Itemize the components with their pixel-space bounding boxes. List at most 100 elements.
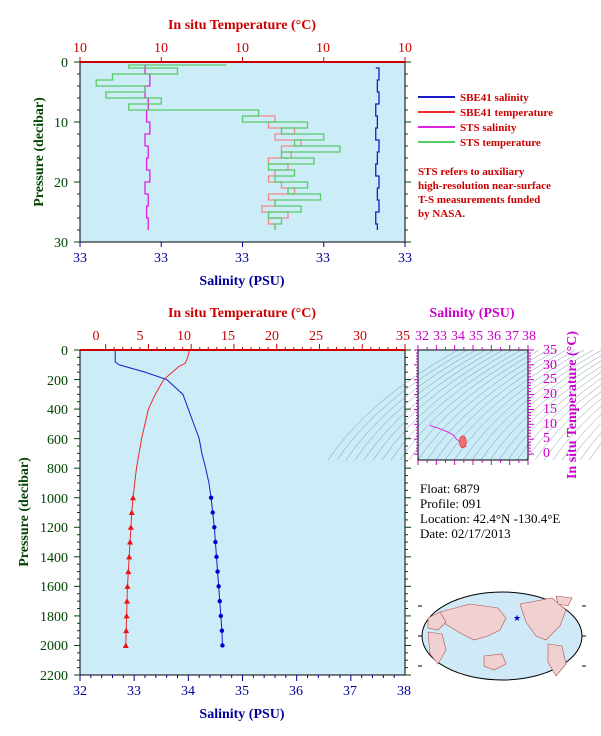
main-chart-left-tick-label: 1000 (40, 492, 68, 507)
ts-chart-series (429, 424, 467, 449)
ts-chart-density-contour (507, 372, 601, 461)
ts-chart-density-contour (498, 366, 601, 461)
main-series-temperature-marker (122, 642, 129, 648)
main-chart-top-tick-label: 10 (177, 329, 191, 344)
main-series-salinity-marker (220, 643, 225, 648)
main-chart-left-tick-label: 2200 (40, 669, 68, 684)
ts-chart-density-contour (417, 349, 549, 461)
ts-chart-density-contour (444, 349, 576, 461)
ts-chart-top-tick-label: 34 (451, 329, 465, 344)
legend-note-line: by NASA. (418, 208, 465, 220)
top-chart-bottom-tick-label: 33 (154, 251, 168, 266)
ts-chart-density-contour (561, 414, 601, 461)
ts-chart-density-contour (390, 349, 522, 461)
main-chart-bottom-tick-label: 36 (289, 684, 303, 699)
top-chart-left-tick-label: 30 (54, 236, 68, 251)
top-chart-top-axis-title: In situ Temperature (°C) (168, 18, 316, 33)
world-map-land-greenland (555, 595, 573, 607)
main-chart-top-tick-label: 20 (265, 329, 279, 344)
world-map-land-north-america (519, 597, 567, 641)
legend-label-sts-temperature: STS temperature (460, 137, 541, 149)
main-chart-bottom-tick-label: 38 (397, 684, 411, 699)
float-location-marker: ★ (513, 613, 521, 623)
ts-chart-density-contour (534, 391, 601, 461)
ts-chart-top-tick-label: 35 (469, 329, 483, 344)
top-chart-top-tick-label: 10 (154, 41, 168, 56)
main-series-temperature-marker (130, 494, 137, 501)
ts-chart-right-tick-label: 25 (543, 372, 557, 387)
world-map-land-europe (427, 611, 447, 631)
top-chart-bottom-tick-label: 33 (235, 251, 249, 266)
main-chart-top-tick-label: 30 (353, 329, 367, 344)
main-series-salinity-marker (213, 539, 218, 545)
legend-label-sbe41-temperature: SBE41 temperature (460, 107, 553, 119)
ts-chart-density-contour (327, 349, 459, 461)
main-series-salinity-marker (217, 598, 222, 604)
main-chart-left-tick-label: 1200 (40, 521, 68, 536)
ts-chart-density-contour (471, 350, 601, 461)
main-series-salinity-marker (214, 554, 219, 560)
main-series-salinity-marker (216, 584, 221, 589)
legend: SBE41 salinity SBE41 temperature STS sal… (418, 92, 553, 220)
main-series-temperature-marker (123, 612, 130, 619)
main-chart-top-axis-title: In situ Temperature (°C) (168, 306, 316, 321)
float-info-float: Float: 6879 (420, 481, 480, 496)
main-chart-bottom-tick-label: 34 (181, 684, 195, 699)
main-chart-top-tick-label: 35 (396, 329, 410, 344)
ts-chart-plot-area (417, 349, 529, 461)
main-series-salinity-line (114, 350, 223, 646)
top-series-sts-salinity (144, 64, 151, 230)
ts-chart-density-contour (435, 349, 567, 461)
top-chart-top-tick-label: 10 (316, 41, 330, 56)
ts-chart-top-tick-label: 37 (505, 329, 519, 344)
ts-chart-density-contour (579, 432, 601, 461)
top-series-sbe41-salinity (375, 67, 380, 230)
world-map-land-australia (483, 653, 507, 671)
ts-chart-density-contour (588, 443, 601, 461)
main-series-salinity-marker (219, 628, 225, 633)
top-chart-left-axis-title: Pressure (decibar) (32, 97, 47, 207)
main-chart-top-tick-label: 0 (93, 329, 100, 344)
ts-chart-top-tick-label: 38 (522, 329, 536, 344)
ts-chart-density-contour (489, 360, 601, 461)
top-chart-left-tick-label: 10 (54, 116, 68, 131)
ts-chart: Salinity (PSU) In situ Temperature (°C) … (327, 306, 601, 479)
legend-label-sbe41-salinity: SBE41 salinity (460, 92, 529, 104)
top-chart-top-tick-label: 10 (235, 41, 249, 56)
ts-chart-density-contour (336, 349, 468, 461)
ts-chart-right-axis-title: In situ Temperature (°C) (565, 331, 580, 479)
top-series-sts-temperature (95, 64, 341, 230)
main-series-temperature-marker (126, 553, 133, 560)
ts-chart-right-tick-label: 35 (543, 343, 557, 358)
main-series-salinity-marker (218, 613, 224, 619)
top-chart-bottom-axis-title: Salinity (PSU) (199, 274, 285, 289)
main-chart-left-tick-label: 2000 (40, 639, 68, 654)
ts-chart-top-tick-label: 36 (487, 329, 501, 344)
ts-chart-density-contour (480, 355, 601, 461)
main-series-temperature-marker (124, 598, 131, 604)
ts-chart-density-contour (381, 349, 513, 461)
top-chart-bottom-tick-label: 33 (316, 251, 330, 266)
main-chart-plot-area (79, 349, 406, 676)
world-map-land-asia (439, 603, 507, 641)
top-chart-plot-area (79, 61, 406, 243)
main-chart-top-tick-label: 25 (309, 329, 323, 344)
main-series-salinity-marker (215, 569, 220, 574)
ts-chart-right-tick-label: 10 (543, 417, 557, 432)
ts-chart-density-contour (462, 349, 594, 461)
world-map-land (427, 595, 573, 677)
world-map-land-africa (427, 631, 447, 665)
main-chart-left-tick-label: 0 (61, 344, 68, 359)
top-chart: In situ Temperature (°C) Salinity (PSU) … (32, 18, 412, 289)
ts-chart-top-tick-label: 33 (433, 329, 447, 344)
top-chart-bottom-tick-label: 33 (73, 251, 87, 266)
ts-chart-right-tick-label: 30 (543, 358, 557, 373)
world-map: ★ (418, 591, 586, 681)
top-chart-top-tick-label: 10 (73, 41, 87, 56)
legend-note-line: STS refers to auxiliary (418, 166, 525, 178)
main-series-temperature-marker (125, 568, 132, 575)
ts-chart-density-contour (345, 349, 477, 461)
main-series-salinity-marker (208, 495, 214, 500)
main-chart-bottom-tick-label: 33 (127, 684, 141, 699)
ts-chart-density-contour (525, 384, 601, 461)
